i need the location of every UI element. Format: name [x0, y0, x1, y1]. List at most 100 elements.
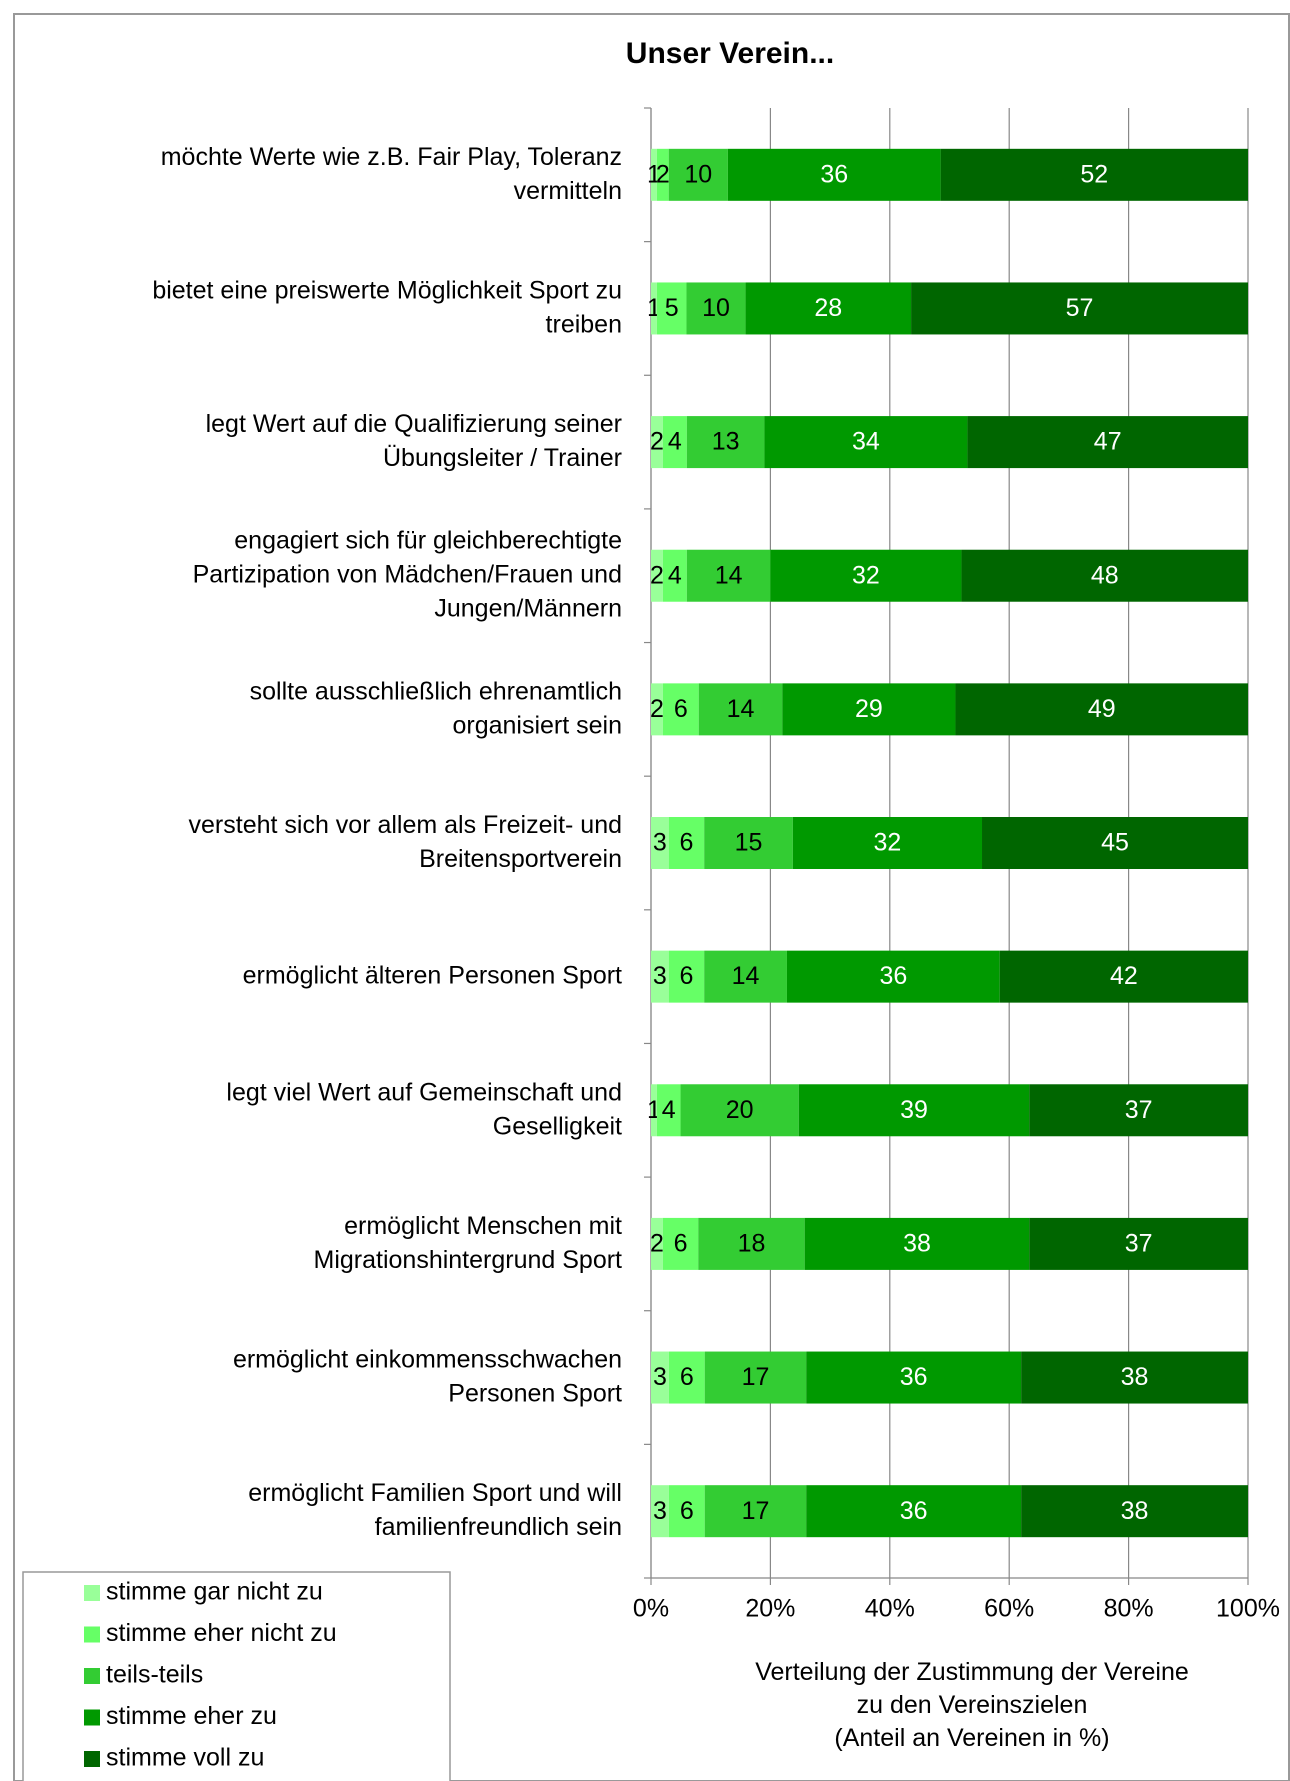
data-label: 17	[742, 1497, 770, 1525]
data-label: 14	[715, 561, 743, 589]
bar-segment	[651, 1485, 669, 1538]
legend-label: stimme eher nicht zu	[106, 1619, 337, 1647]
bar-segment	[668, 1351, 705, 1404]
x-tick-label: 0%	[633, 1595, 669, 1623]
bar-segment	[911, 282, 1248, 335]
data-label: 3	[653, 829, 667, 857]
data-label: 28	[814, 294, 842, 322]
data-label: 57	[1066, 294, 1094, 322]
data-label: 6	[680, 1363, 694, 1391]
bar-segment	[764, 416, 968, 469]
bar-segment	[806, 1351, 1022, 1404]
bar-segment	[686, 549, 771, 602]
data-label: 36	[900, 1363, 928, 1391]
legend-swatch	[84, 1585, 100, 1601]
data-label: 4	[668, 428, 682, 456]
data-label: 45	[1101, 829, 1129, 857]
data-label: 3	[653, 1363, 667, 1391]
bar-segment	[798, 1084, 1030, 1137]
y-tick-label: ermöglicht Familien Sport und will famili…	[248, 1479, 622, 1541]
legend-swatch	[84, 1626, 100, 1643]
bar-segment	[656, 282, 687, 335]
data-label: 52	[1080, 160, 1108, 188]
y-tick-label: ermöglicht einkommensschwachen Personen S…	[233, 1345, 622, 1407]
data-label: 10	[684, 160, 712, 188]
bar-segment	[668, 148, 728, 201]
bar-segment	[704, 950, 787, 1003]
bar-segment	[651, 1217, 663, 1270]
bar-segment	[662, 549, 687, 602]
bar-segment	[668, 950, 705, 1003]
bar-segment	[651, 282, 657, 335]
bar-segment	[668, 817, 705, 869]
bar-segment	[668, 1485, 705, 1538]
bar-segment	[961, 549, 1248, 602]
y-tick-label: ermöglicht älteren Personen Sport	[243, 961, 622, 989]
bar-segment	[651, 817, 669, 869]
y-tick-label: möchte Werte wie z.B. Fair Play, Toleran…	[161, 142, 622, 204]
data-label: 6	[680, 1497, 694, 1525]
x-tick-label: 40%	[865, 1595, 915, 1623]
bar-segment	[806, 1485, 1022, 1538]
data-label: 3	[653, 962, 667, 990]
y-tick-label: bietet eine preiswerte Möglichkeit Sport…	[152, 276, 622, 338]
data-label: 47	[1094, 428, 1122, 456]
data-label: 42	[1110, 962, 1138, 990]
y-tick-label: engagiert sich für gleichberechtigte Part…	[193, 526, 622, 622]
bar-segment	[656, 1084, 681, 1137]
bar-segment	[651, 1084, 657, 1137]
data-label: 39	[900, 1096, 928, 1124]
bar-segment	[1029, 1217, 1248, 1270]
data-label: 49	[1088, 695, 1116, 723]
bar-segment	[698, 683, 783, 736]
legend-swatch	[84, 1709, 100, 1726]
bar-segment	[651, 683, 663, 736]
bar-segment	[680, 1084, 799, 1137]
data-label: 14	[732, 962, 760, 990]
bar-segment	[686, 416, 765, 469]
data-label: 18	[738, 1230, 766, 1258]
data-label: 10	[702, 294, 730, 322]
data-label: 6	[680, 829, 694, 857]
data-label: 2	[656, 160, 670, 188]
data-label: 37	[1125, 1096, 1153, 1124]
data-label: 15	[735, 829, 763, 857]
legend-swatch	[84, 1668, 100, 1684]
data-label: 48	[1091, 561, 1119, 589]
data-label: 5	[665, 294, 679, 322]
bar-segment	[1021, 1351, 1248, 1404]
data-label: 29	[855, 695, 883, 723]
bar-segment	[727, 148, 941, 201]
x-tick-label: 80%	[1104, 1595, 1154, 1623]
bar-segment	[662, 416, 687, 469]
bar-segment	[651, 416, 663, 469]
bar-segment	[999, 950, 1248, 1003]
bar-segment	[662, 683, 699, 736]
data-label: 3	[653, 1497, 667, 1525]
bar-segment	[782, 683, 956, 736]
bar-segment	[651, 549, 663, 602]
data-label: 20	[726, 1096, 754, 1124]
x-tick-label: 20%	[745, 1595, 795, 1623]
legend-label: teils-teils	[106, 1661, 203, 1689]
y-tick-label: versteht sich vor allem als Freizeit- un…	[189, 811, 622, 873]
bar-segment	[967, 416, 1248, 469]
data-label: 38	[903, 1230, 931, 1258]
legend-label: stimme eher zu	[106, 1702, 277, 1730]
bar-segment	[704, 1485, 807, 1538]
data-label: 6	[674, 695, 688, 723]
data-label: 37	[1125, 1230, 1153, 1258]
data-label: 34	[852, 428, 880, 456]
y-tick-label: sollte ausschließlich ehrenamtlich organi…	[250, 677, 622, 739]
bar-segment	[651, 148, 657, 201]
bar-segment	[940, 148, 1248, 201]
bar-segment	[651, 950, 669, 1003]
bar-segment	[1021, 1485, 1248, 1538]
y-tick-label: legt Wert auf die Qualifizierung seiner Ü…	[206, 410, 622, 472]
x-tick-label: 100%	[1216, 1595, 1280, 1623]
bar-segment	[786, 950, 1000, 1003]
data-label: 38	[1121, 1363, 1149, 1391]
data-label: 14	[727, 695, 755, 723]
bar-segment	[804, 1217, 1030, 1270]
